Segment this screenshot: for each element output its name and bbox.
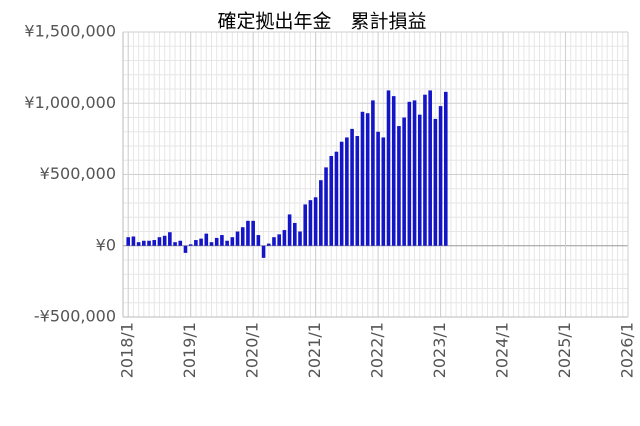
bar — [168, 232, 172, 246]
bar — [360, 111, 365, 246]
bar — [376, 131, 380, 246]
x-tick-label: 2021/1 — [305, 322, 324, 378]
bar — [365, 113, 370, 246]
bar — [272, 237, 276, 246]
bar — [136, 242, 141, 246]
bar — [157, 237, 162, 246]
bar — [240, 227, 245, 246]
bar — [293, 222, 297, 246]
bar — [277, 234, 281, 246]
bar — [438, 106, 443, 246]
bar — [423, 94, 427, 246]
bar — [412, 100, 417, 246]
y-tick-label: ¥1,000,000 — [24, 93, 116, 112]
bar — [251, 220, 255, 246]
bar — [345, 137, 349, 246]
bar — [220, 235, 224, 246]
x-tick-label: 2026/1 — [618, 322, 637, 378]
bar — [183, 245, 188, 253]
bar — [214, 237, 219, 246]
bar — [417, 114, 422, 246]
bar — [230, 237, 235, 246]
bar — [126, 237, 131, 246]
y-tick-label: ¥500,000 — [40, 164, 116, 183]
bar — [266, 243, 271, 246]
bar — [303, 204, 308, 246]
bar — [131, 236, 136, 246]
bar — [402, 117, 406, 246]
y-tick-label: ¥0 — [96, 235, 116, 254]
bar — [261, 245, 266, 258]
bar — [313, 197, 318, 246]
bar — [407, 101, 412, 246]
x-tick-label: 2018/1 — [118, 322, 137, 378]
bar — [287, 214, 292, 246]
bar — [397, 126, 401, 246]
bar — [298, 231, 302, 246]
bar — [334, 151, 339, 246]
bar — [188, 244, 193, 246]
bar — [173, 242, 177, 246]
bar — [282, 230, 287, 246]
bar — [225, 240, 229, 246]
bar — [443, 91, 448, 246]
bar — [199, 238, 203, 246]
bar — [194, 240, 198, 246]
bar — [235, 231, 240, 246]
chart-title: 確定拠出年金 累計損益 — [217, 11, 426, 33]
bar — [209, 242, 214, 246]
bar — [246, 220, 250, 246]
bar — [339, 141, 344, 246]
bar — [142, 240, 146, 246]
x-tick-label: 2023/1 — [430, 322, 449, 378]
bar — [428, 90, 432, 246]
bar — [256, 235, 261, 246]
y-tick-label: -¥500,000 — [34, 307, 116, 326]
bar — [162, 235, 167, 246]
bar — [371, 100, 375, 246]
bar — [178, 240, 183, 246]
y-tick-label: ¥1,500,000 — [24, 22, 116, 41]
bar — [319, 180, 323, 246]
x-tick-label: 2024/1 — [493, 322, 512, 378]
bar — [147, 240, 151, 246]
bar — [391, 96, 396, 246]
bar — [308, 200, 313, 246]
bar — [386, 90, 391, 246]
bar — [433, 118, 438, 246]
x-tick-label: 2019/1 — [180, 322, 199, 378]
bar — [381, 137, 386, 246]
bar — [329, 155, 334, 246]
bar — [324, 167, 328, 246]
bar — [355, 136, 360, 246]
x-tick-label: 2022/1 — [368, 322, 387, 378]
bar — [204, 233, 209, 246]
x-tick-label: 2020/1 — [243, 322, 262, 378]
bar — [350, 128, 354, 246]
x-tick-label: 2025/1 — [555, 322, 574, 378]
bar — [152, 240, 157, 246]
